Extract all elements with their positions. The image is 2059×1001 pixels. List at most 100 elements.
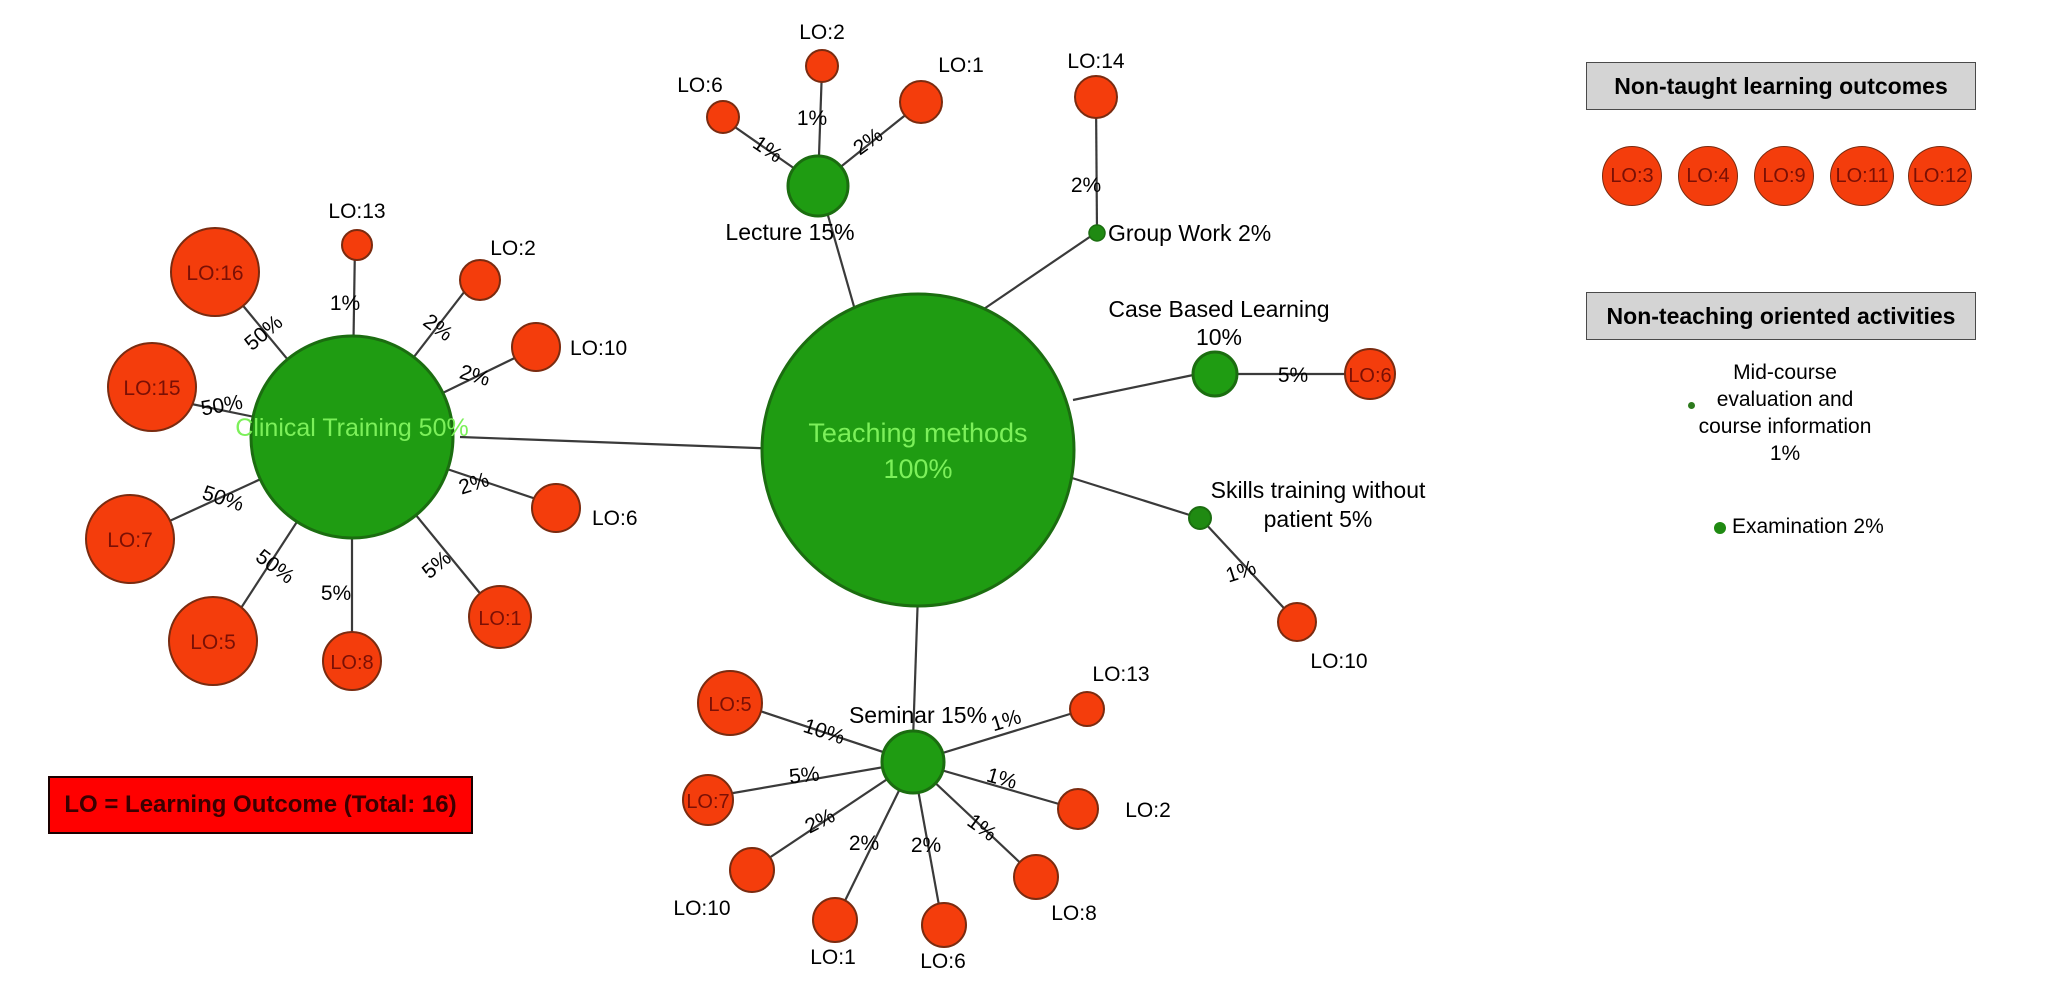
legend-learning-outcome-key: LO = Learning Outcome (Total: 16) [48, 776, 473, 834]
weight-group-group-work: 2% [1071, 174, 1101, 197]
node-lo13-seminar[interactable]: LO:13 [1069, 663, 1150, 727]
node-clinical-training[interactable]: Clinical Training 50% [235, 334, 469, 540]
node-label: LO:14 [1067, 50, 1125, 73]
node-group-lecture-outcomes: LO:6 LO:2 LO:1 [677, 21, 984, 134]
node-teaching-methods[interactable]: Teaching methods 100% [760, 292, 1076, 608]
node-label: LO:13 [328, 200, 385, 223]
node-lo10-skills[interactable]: LO:10 [1277, 602, 1368, 673]
node-lo7-seminar[interactable]: LO:7 [682, 774, 734, 826]
node-label-line1: Skills training without [1211, 477, 1426, 503]
edge-groupwork-lo14 [1094, 97, 1099, 233]
edge-weight-lecture-lo6: 1% [749, 132, 787, 168]
node-group-seminar-outcomes: LO:5 LO:7 LO:10 LO:1 LO:6 LO:8 [673, 663, 1170, 973]
edge-weight-clinical-lo8: 5% [321, 582, 351, 605]
node-lo2-lecture[interactable]: LO:2 [799, 21, 845, 83]
legend-chip-lo3[interactable]: LO:3 [1602, 146, 1662, 206]
node-lo5-seminar[interactable]: LO:5 [697, 670, 763, 736]
node-skills-training-without-patient[interactable]: Skills training without patient 5% [1188, 477, 1426, 532]
midcourse-dot-icon [1688, 402, 1695, 409]
node-label-line1: Case Based Learning [1108, 296, 1329, 322]
weight-group-case-based-learning: 5% [1278, 364, 1308, 387]
legend-chip-lo9[interactable]: LO:9 [1754, 146, 1814, 206]
legend-item-examination: Examination 2% [1732, 515, 1884, 538]
node-lo2-seminar[interactable]: LO:2 [1057, 788, 1171, 830]
node-label-line2: 10% [1196, 324, 1242, 350]
node-case-based-learning[interactable]: Case Based Learning 10% [1108, 296, 1330, 398]
node-lo6-lecture[interactable]: LO:6 [677, 74, 740, 134]
node-label: LO:6 [677, 74, 723, 97]
edge-root-case-based-learning [1072, 372, 1199, 402]
node-label: LO:10 [673, 897, 730, 920]
node-label: LO:13 [1092, 663, 1149, 686]
legend-non-taught-header: Non-taught learning outcomes [1586, 62, 1976, 110]
node-label: LO:2 [1125, 799, 1171, 822]
edge-weight-seminar-lo7: 5% [788, 763, 821, 789]
edge-weight-clinical-lo2: 2% [419, 310, 457, 346]
legend-item-mid-course-evaluation: Mid-course evaluation and course informa… [1698, 361, 1872, 465]
legend-chip-label: LO:12 [1912, 164, 1968, 187]
node-lo14-groupwork[interactable]: LO:14 [1067, 50, 1125, 119]
node-label: LO:7 [686, 791, 729, 813]
node-lo10-seminar[interactable]: LO:10 [673, 847, 775, 920]
node-lo6-seminar[interactable]: LO:6 [920, 902, 967, 973]
edge-weight-clinical-lo10: 2% [457, 361, 493, 391]
edge-root-clinical-training [459, 435, 811, 452]
node-lo1-lecture[interactable]: LO:1 [899, 54, 984, 124]
edge-seminar-lo7 [709, 760, 914, 799]
node-lecture[interactable]: Lecture 15% [725, 154, 855, 245]
weight-group-skills-training: 1% [1223, 556, 1259, 587]
node-label-line1: Teaching methods [808, 418, 1027, 448]
node-lo7-clinical[interactable]: LO:7 [85, 494, 175, 584]
node-lo10-clinical[interactable]: LO:10 [511, 322, 627, 372]
node-label: LO:2 [799, 21, 845, 44]
node-lo15-clinical[interactable]: LO:15 [107, 342, 197, 432]
node-label: Lecture 15% [725, 219, 854, 245]
edge-weight-seminar-lo6: 2% [911, 834, 941, 857]
node-seminar[interactable]: Seminar 15% [849, 702, 987, 795]
legend-non-teaching-header: Non-teaching oriented activities [1586, 292, 1976, 340]
edge-weight-seminar-lo2: 1% [984, 764, 1020, 794]
node-label: LO:7 [107, 529, 153, 552]
legend-chip-lo11[interactable]: LO:11 [1830, 146, 1894, 206]
legend-chip-label: LO:11 [1835, 164, 1889, 187]
node-lo8-clinical[interactable]: LO:8 [322, 631, 382, 691]
node-lo8-seminar[interactable]: LO:8 [1013, 854, 1097, 925]
node-lo1-seminar[interactable]: LO:1 [810, 897, 858, 969]
node-label: LO:5 [190, 631, 236, 654]
edge-root-lecture [823, 204, 857, 311]
node-lo16-clinical[interactable]: LO:16 [170, 227, 260, 317]
node-lo1-clinical[interactable]: LO:1 [468, 585, 532, 649]
node-lo2-clinical[interactable]: LO:2 [459, 237, 536, 301]
node-lo13-clinical[interactable]: LO:13 [328, 200, 386, 261]
edge-weight-groupwork-lo14: 2% [1071, 174, 1101, 197]
node-label: LO:10 [570, 337, 627, 360]
legend-chip-lo4[interactable]: LO:4 [1678, 146, 1738, 206]
edge-weight-clinical-lo16: 50% [240, 311, 287, 356]
edge-weight-skills-lo10: 1% [1223, 556, 1259, 587]
node-lo5-clinical[interactable]: LO:5 [168, 596, 258, 686]
edge-weight-seminar-lo13: 1% [988, 705, 1024, 736]
edge-skills-lo10 [1202, 520, 1296, 621]
node-label: LO:8 [1051, 902, 1097, 925]
node-label: LO:15 [123, 377, 180, 400]
node-label: LO:2 [490, 237, 536, 260]
edge-weight-clinical-lo1: 5% [418, 546, 456, 583]
examination-dot-icon [1714, 522, 1726, 534]
node-label: Group Work 2% [1108, 220, 1271, 246]
node-lo6-clinical[interactable]: LO:6 [531, 483, 638, 533]
edge-weight-clinical-lo7: 50% [199, 481, 246, 516]
node-group-skills-outcomes: LO:10 [1277, 602, 1368, 673]
node-label-line2: 100% [883, 454, 952, 484]
node-label: LO:10 [1310, 650, 1367, 673]
legend-chip-lo12[interactable]: LO:12 [1908, 146, 1972, 206]
edge-weight-seminar-lo5: 10% [800, 714, 847, 749]
node-group-work[interactable]: Group Work 2% [1088, 220, 1271, 246]
node-label: LO:1 [810, 946, 856, 969]
node-label: LO:1 [938, 54, 984, 77]
node-lo6-cbl[interactable]: LO:6 [1344, 348, 1396, 400]
node-group-clinical-outcomes: LO:16 LO:15 LO:7 LO:5 LO:8 LO:1 [85, 200, 638, 691]
legend-chip-label: LO:9 [1762, 164, 1806, 187]
node-label: LO:6 [920, 950, 966, 973]
